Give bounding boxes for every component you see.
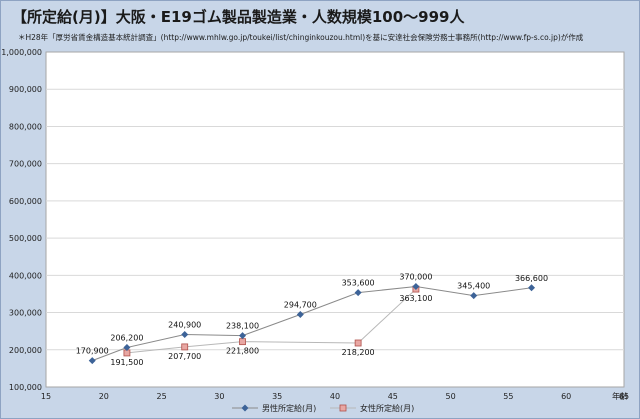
female-data-label: 218,200 [342,348,375,357]
male-data-point [296,311,304,319]
x-tick-label: 25 [157,392,167,401]
y-axis-tick-labels: 100,000 200,000 300,000 400,000 500,000 600,0… [1,48,42,392]
y-tick-label: 800,000 [9,122,42,131]
male-data-label: 206,200 [110,333,143,342]
male-data-point [412,283,420,290]
male-data-label: 294,700 [284,301,317,310]
male-data-point [470,292,478,300]
x-tick-label: 65 [619,392,629,401]
x-axis-tick-labels: 15 20 25 30 35 40 45 50 55 60 65 [41,392,629,401]
x-axis-label: 年齢 [612,391,628,401]
x-tick-label: 45 [388,392,398,401]
y-tick-label: 400,000 [9,271,42,280]
female-data-label: 191,500 [110,358,143,367]
legend-male-label: 男性所定給(月) [262,403,316,413]
male-data-point [354,289,362,297]
legend-male-marker [241,404,249,412]
male-data-label: 240,900 [168,321,201,330]
legend-female-marker [339,404,347,412]
x-tick-label: 35 [272,392,282,401]
male-data-label: 370,000 [399,273,432,282]
y-tick-label: 200,000 [9,346,42,355]
y-tick-label: 300,000 [9,309,42,318]
male-data-point [181,331,189,339]
grid-lines [46,88,624,351]
y-tick-label: 1,000,000 [1,48,42,57]
male-data-point [123,343,131,351]
female-data-label: 221,800 [226,347,259,356]
male-data-label: 238,100 [226,322,259,331]
female-data-point [354,339,362,347]
x-tick-label: 15 [41,392,51,401]
series-markers [88,283,536,365]
male-data-point [239,332,247,340]
chart-title: 【所定給(月)】大阪・E19ゴム製品製造業・人数規模100～999人 [12,8,465,26]
x-tick-label: 20 [99,392,109,401]
x-tick-label: 55 [503,392,513,401]
female-data-point [181,343,189,351]
male-data-label: 366,600 [515,274,548,283]
female-data-label: 207,700 [168,352,201,361]
x-tick-label: 30 [214,392,224,401]
y-tick-label: 500,000 [9,234,42,243]
y-tick-label: 900,000 [9,85,42,94]
x-tick-label: 40 [330,392,340,401]
female-data-point [239,338,246,346]
male-data-point [528,284,536,292]
y-tick-label: 700,000 [9,160,42,169]
y-tick-label: 600,000 [9,197,42,206]
male-data-label: 353,600 [342,279,375,288]
legend-female-label: 女性所定給(月) [360,403,414,413]
data-labels: 191,500 207,700 221,800 218,200 363,100 170,9… [76,273,548,367]
female-data-label: 363,100 [399,294,432,303]
y-tick-label: 100,000 [9,383,42,392]
plot-area [45,51,625,388]
male-data-label: 170,900 [76,347,109,356]
chart-subtitle: ＊H28年「厚労省賃金構造基本統計調査」(http://www.mhlw.go.… [18,32,584,42]
x-tick-label: 50 [446,392,456,401]
male-data-point [88,357,96,365]
male-data-label: 345,400 [457,282,490,291]
legend: 男性所定給(月) 女性所定給(月) [232,403,414,413]
x-tick-label: 60 [561,392,571,401]
